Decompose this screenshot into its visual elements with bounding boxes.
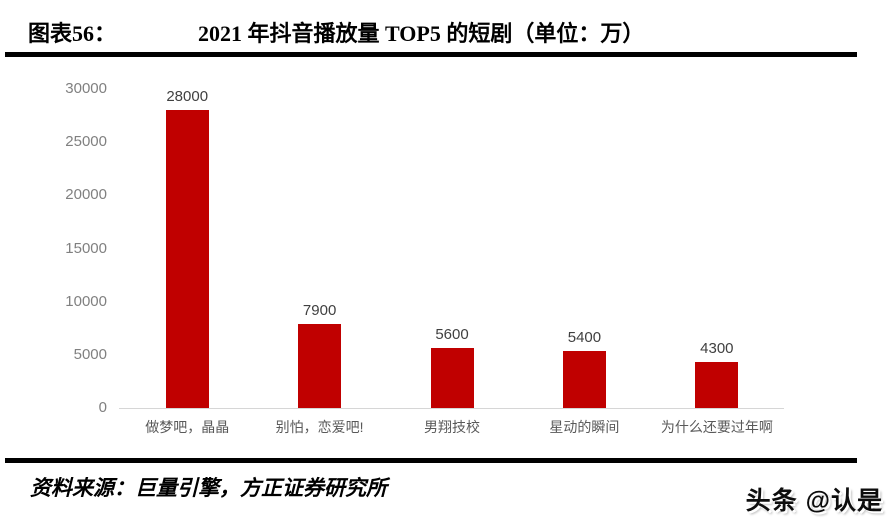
bottom-divider-rule [5, 458, 857, 463]
bar-slot: 7900 [253, 302, 385, 408]
bar [562, 350, 606, 408]
bar-series: 28000 7900 5600 5400 4300 [121, 88, 783, 408]
bar-slot: 4300 [651, 340, 783, 408]
category-label: 星动的瞬间 [549, 419, 620, 435]
chart-title: 2021 年抖音播放量 TOP5 的短剧（单位：万） [198, 21, 645, 46]
watermark-toutiao: 头条 @认是 [745, 487, 883, 515]
bar-slot: 28000 [121, 88, 253, 408]
y-tick-label: 5000 [73, 345, 107, 363]
top-divider-rule [5, 52, 857, 57]
bar-value-label: 5400 [567, 328, 602, 346]
bar [695, 362, 739, 408]
source-note: 资料来源：巨量引擎，方正证券研究所 [30, 476, 387, 500]
bar [298, 324, 342, 408]
figure-number-label: 图表56： [28, 21, 117, 46]
bar-value-label: 5600 [435, 326, 469, 344]
bar-value-label: 28000 [166, 88, 209, 106]
y-tick-label: 15000 [65, 239, 107, 257]
category-label: 做梦吧，晶晶 [145, 419, 230, 435]
y-tick-label: 0 [98, 399, 107, 416]
bar [430, 348, 474, 408]
x-axis-category-labels: 做梦吧，晶晶 别怕，恋爱吧! 男翔技校 星动的瞬间 为什么还要过年啊 [121, 417, 783, 437]
bar [165, 110, 209, 408]
bar-value-label: 7900 [302, 302, 337, 319]
category-label: 为什么还要过年啊 [660, 419, 773, 435]
bar-slot: 5400 [518, 329, 650, 408]
y-tick-label: 30000 [65, 80, 107, 97]
bar-value-label: 4300 [700, 340, 734, 358]
category-label: 别怕，恋爱吧! [275, 419, 364, 435]
y-tick-label: 20000 [65, 186, 107, 204]
category-label: 男翔技校 [424, 419, 481, 435]
y-tick-label: 10000 [65, 292, 107, 310]
x-axis-line [119, 408, 784, 409]
bar-slot: 5600 [386, 326, 518, 408]
y-tick-label: 25000 [65, 133, 107, 151]
figure-header: 图表56： 2021 年抖音播放量 TOP5 的短剧（单位：万） [28, 16, 869, 48]
